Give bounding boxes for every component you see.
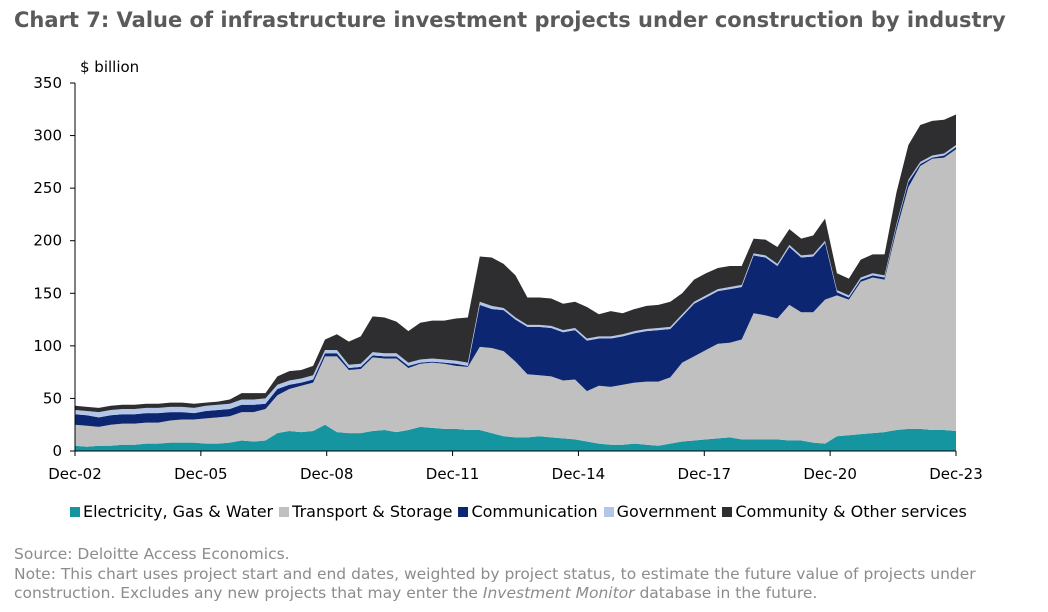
x-tick-label: Dec-05 <box>174 465 228 483</box>
note-line-2: construction. Excludes any new projects … <box>14 584 1044 604</box>
area-series-1 <box>75 149 956 447</box>
y-tick-label: 250 <box>33 179 62 197</box>
y-tick-label: 350 <box>33 74 62 92</box>
legend-item-0: Electricity, Gas & Water <box>70 502 273 521</box>
y-axis-unit-label: $ billion <box>80 58 139 76</box>
legend-item-1: Transport & Storage <box>279 502 452 521</box>
footer: Source: Deloitte Access Economics. Note:… <box>14 545 1044 604</box>
y-tick-label: 0 <box>52 442 62 460</box>
legend-swatch <box>603 506 614 517</box>
legend-label: Government <box>616 502 717 521</box>
source-note: Source: Deloitte Access Economics. <box>14 545 290 563</box>
y-tick-label: 100 <box>33 337 62 355</box>
y-tick-label: 50 <box>43 389 62 407</box>
legend-swatch <box>722 506 733 517</box>
legend-label: Communication <box>471 502 598 521</box>
x-tick-label: Dec-23 <box>929 465 983 483</box>
legend-item-4: Community & Other services <box>722 502 967 521</box>
x-tick-label: Dec-02 <box>48 465 102 483</box>
legend: Electricity, Gas & Water Transport & Stor… <box>70 502 973 521</box>
chart-title: Chart 7: Value of infrastructure investm… <box>14 8 1006 32</box>
legend-label: Transport & Storage <box>292 502 453 521</box>
x-axis-ticks: Dec-02 Dec-05 Dec-08 Dec-11 Dec-14 Dec-17 Dec-… <box>48 451 983 483</box>
legend-label: Electricity, Gas & Water <box>83 502 274 521</box>
note-line-2-end: database in the future. <box>634 584 818 602</box>
x-tick-label: Dec-14 <box>552 465 606 483</box>
x-tick-label: Dec-20 <box>803 465 857 483</box>
x-tick-label: Dec-11 <box>426 465 480 483</box>
area-series-0 <box>75 424 956 451</box>
x-tick-label: Dec-17 <box>678 465 732 483</box>
legend-swatch <box>279 506 290 517</box>
note-line-2-italic: Investment Monitor <box>482 584 635 602</box>
legend-label: Community & Other services <box>735 502 967 521</box>
y-axis-ticks: 0 50 100 150 200 250 300 350 <box>33 74 75 460</box>
area-series-group <box>75 114 956 451</box>
note-line-1: Note: This chart uses project start and … <box>14 564 976 583</box>
note-line-2-start: construction. Excludes any new projects … <box>14 584 483 602</box>
legend-swatch <box>458 506 469 517</box>
legend-item-2: Communication <box>458 502 598 521</box>
y-tick-label: 300 <box>33 127 62 145</box>
x-tick-label: Dec-08 <box>300 465 354 483</box>
legend-swatch <box>70 506 80 517</box>
y-tick-label: 150 <box>33 284 62 302</box>
y-tick-label: 200 <box>33 232 62 250</box>
legend-item-3: Government <box>603 502 717 521</box>
area-series-2 <box>75 147 956 427</box>
